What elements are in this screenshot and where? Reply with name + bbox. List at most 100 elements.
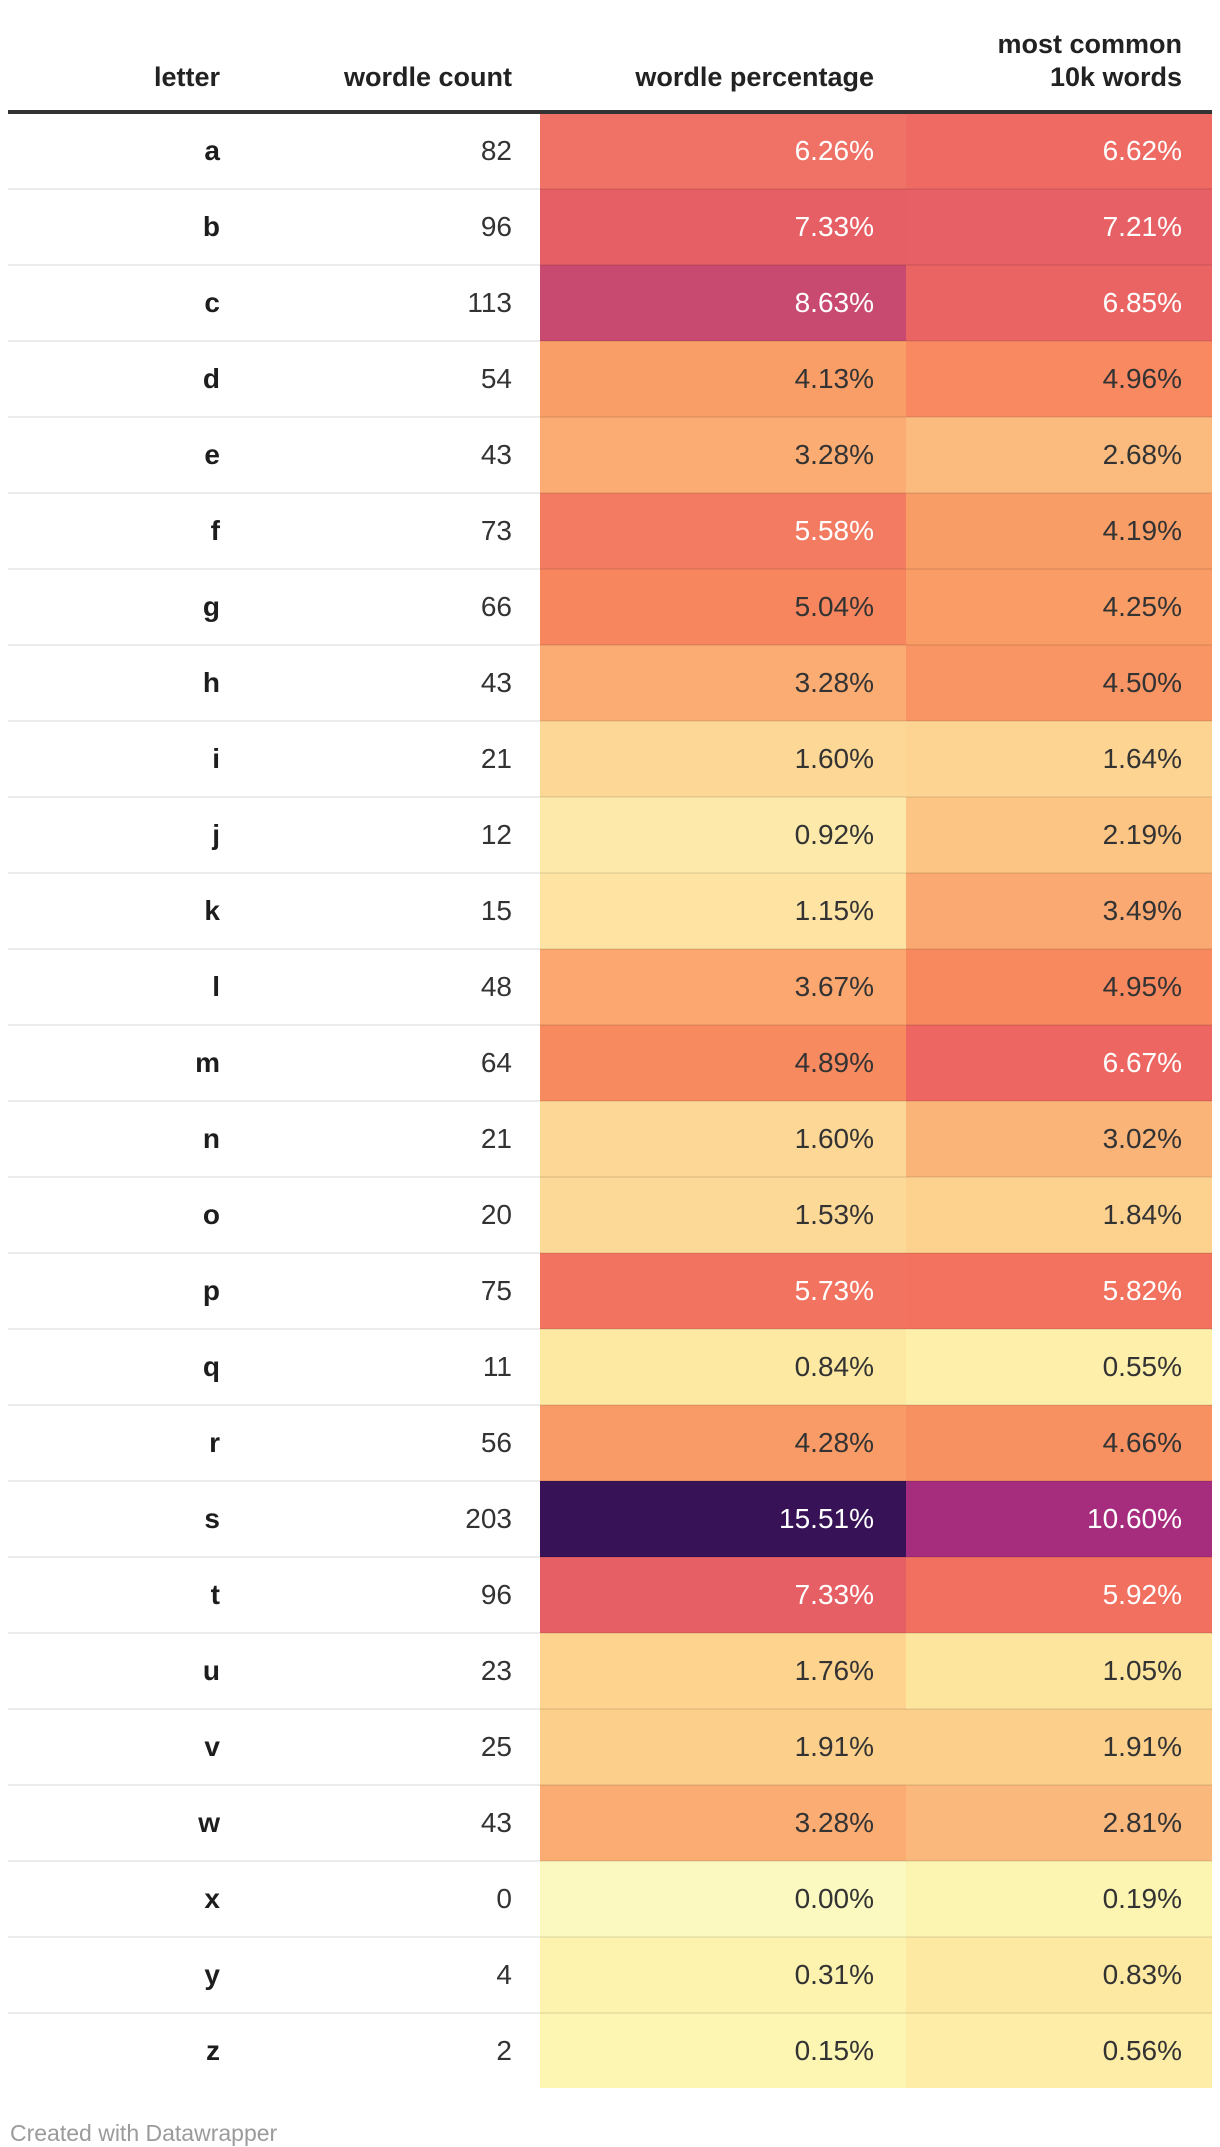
table-row: z 2 0.15% 0.56% (8, 2012, 1212, 2088)
wordle-count-cell: 56 (250, 1404, 540, 1481)
wordle-count-cell: 21 (250, 1100, 540, 1177)
wordle-percentage-cell: 3.28% (540, 416, 906, 493)
wordle-count-cell: 15 (250, 872, 540, 949)
table-row: v 25 1.91% 1.91% (8, 1708, 1212, 1785)
wordle-count-cell: 43 (250, 644, 540, 721)
table-row: u 23 1.76% 1.05% (8, 1632, 1212, 1709)
common-10k-percentage-cell: 0.55% (906, 1328, 1212, 1405)
wordle-count-cell: 54 (250, 340, 540, 417)
table-row: k 15 1.15% 3.49% (8, 872, 1212, 949)
wordle-count-cell: 43 (250, 1784, 540, 1861)
wordle-count-cell: 82 (480, 135, 512, 166)
wordle-percentage-cell: 3.28% (540, 644, 906, 721)
letter-cell: p (8, 1252, 250, 1329)
common-10k-percentage-cell: 4.50% (906, 644, 1212, 721)
common-10k-percentage-cell: 10.60% (906, 1480, 1212, 1557)
wordle-percentage-cell: 1.60% (540, 1100, 906, 1177)
wordle-percentage-cell: 15.51% (540, 1480, 906, 1557)
wordle-percentage-cell: 7.33% (540, 1556, 906, 1633)
wordle-percentage-cell: 1.91% (540, 1708, 906, 1785)
common-10k-percentage-cell: 5.82% (906, 1252, 1212, 1329)
wordle-percentage-cell: 4.28% (540, 1404, 906, 1481)
footer: Created with Datawrapper (10, 2120, 1212, 2147)
wordle-count-cell: 11 (250, 1328, 540, 1405)
common-10k-percentage-cell: 1.64% (906, 720, 1212, 797)
common-10k-percentage-cell: 4.25% (906, 568, 1212, 645)
table-body: a 82 6.26% 6.62% b 96 7.33% 7.21% c 113 … (8, 112, 1212, 2088)
letter-cell: q (8, 1328, 250, 1405)
wordle-percentage-cell: 0.00% (540, 1860, 906, 1937)
letter-cell: g (8, 568, 250, 645)
letter-cell: t (8, 1556, 250, 1633)
wordle-percentage-cell: 3.28% (540, 1784, 906, 1861)
table-row: a 82 6.26% 6.62% (8, 112, 1212, 189)
table-row: h 43 3.28% 4.50% (8, 644, 1212, 721)
table-row: m 64 4.89% 6.67% (8, 1024, 1212, 1101)
common-10k-percentage-cell: 6.67% (906, 1024, 1212, 1101)
wordle-percentage-cell: 1.76% (540, 1632, 906, 1709)
common-10k-percentage-cell: 4.19% (906, 492, 1212, 569)
datawrapper-credit-link[interactable]: Created with Datawrapper (10, 2120, 278, 2146)
letter-cell: f (8, 492, 250, 569)
letter-cell: v (8, 1708, 250, 1785)
letter-cell: u (8, 1632, 250, 1709)
wordle-count-cell: 21 (250, 720, 540, 797)
table-row: j 12 0.92% 2.19% (8, 796, 1212, 873)
wordle-count-cell: 203 (250, 1480, 540, 1557)
letter-cell: z (8, 2012, 250, 2088)
wordle-percentage-cell: 6.26% (540, 112, 906, 189)
letter-cell: b (8, 188, 250, 265)
column-header-letter: letter (8, 0, 250, 114)
header-row: letter wordle count wordle percentage mo… (8, 0, 1212, 114)
letter-cell: o (8, 1176, 250, 1253)
common-10k-percentage-cell: 0.19% (906, 1860, 1212, 1937)
common-10k-percentage-cell: 6.85% (906, 264, 1212, 341)
common-10k-percentage-cell: 4.95% (906, 948, 1212, 1025)
letter-cell: n (8, 1100, 250, 1177)
wordle-percentage-cell: 3.67% (540, 948, 906, 1025)
wordle-percentage-cell: 5.58% (540, 492, 906, 569)
table-row: o 20 1.53% 1.84% (8, 1176, 1212, 1253)
table-row: c 113 8.63% 6.85% (8, 264, 1212, 341)
table-row: i 21 1.60% 1.64% (8, 720, 1212, 797)
table-header: letter wordle count wordle percentage mo… (8, 0, 1212, 114)
common-10k-percentage-cell: 6.62% (906, 112, 1212, 189)
table-row: e 43 3.28% 2.68% (8, 416, 1212, 493)
wordle-count-cell: 43 (250, 416, 540, 493)
letter-cell: x (8, 1860, 250, 1937)
common-10k-percentage-cell: 2.68% (906, 416, 1212, 493)
table-row: p 75 5.73% 5.82% (8, 1252, 1212, 1329)
table-row: l 48 3.67% 4.95% (8, 948, 1212, 1025)
wordle-count-cell: 0 (250, 1860, 540, 1937)
wordle-count-cell: 73 (250, 492, 540, 569)
wordle-count-cell: 66 (250, 568, 540, 645)
letter-cell: l (8, 948, 250, 1025)
table-row: q 11 0.84% 0.55% (8, 1328, 1212, 1405)
common-10k-percentage-cell: 7.21% (906, 188, 1212, 265)
wordle-percentage-cell: 1.53% (540, 1176, 906, 1253)
wordle-percentage-cell: 0.15% (540, 2012, 906, 2088)
common-10k-percentage-cell: 5.92% (906, 1556, 1212, 1633)
wordle-count-cell: 2 (250, 2012, 540, 2088)
wordle-count-cell: 96 (250, 188, 540, 265)
wordle-count-cell: 75 (250, 1252, 540, 1329)
wordle-count-cell: 64 (250, 1024, 540, 1101)
letter-cell: c (8, 264, 250, 341)
wordle-percentage-cell: 0.84% (540, 1328, 906, 1405)
table-row: n 21 1.60% 3.02% (8, 1100, 1212, 1177)
wordle-count-cell: 20 (250, 1176, 540, 1253)
column-header-wordle-percentage: wordle percentage (540, 0, 906, 114)
wordle-percentage-cell: 5.04% (540, 568, 906, 645)
letter-cell: e (8, 416, 250, 493)
wordle-percentage-cell: 4.13% (540, 340, 906, 417)
common-10k-percentage-cell: 0.83% (906, 1936, 1212, 2013)
letter-cell: s (8, 1480, 250, 1557)
common-10k-percentage-cell: 4.96% (906, 340, 1212, 417)
column-header-wordle-count: wordle count (250, 0, 540, 114)
letter-cell: y (8, 1936, 250, 2013)
wordle-percentage-cell: 1.15% (540, 872, 906, 949)
letter-cell: h (8, 644, 250, 721)
letter-cell: a (204, 135, 220, 166)
wordle-percentage-cell: 0.31% (540, 1936, 906, 2013)
